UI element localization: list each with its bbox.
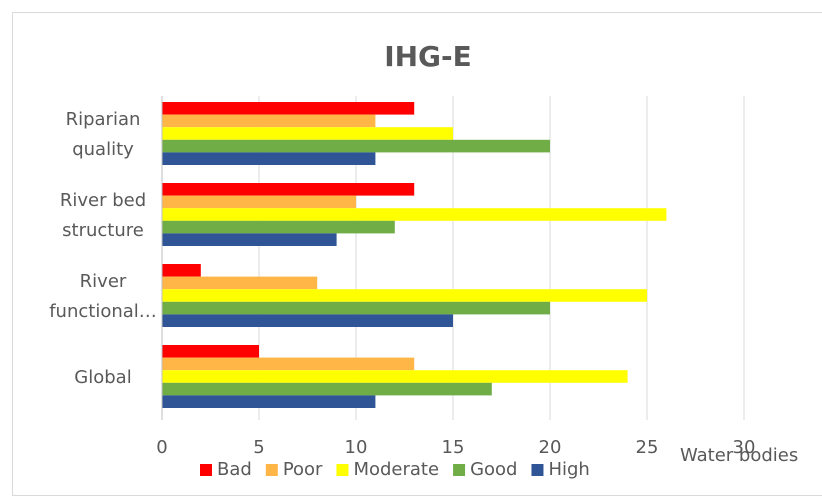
bar: [162, 345, 259, 358]
x-tick-label: 10: [345, 437, 368, 458]
bar: [162, 208, 667, 221]
bar: [162, 139, 550, 153]
legend-label: Bad: [217, 459, 252, 480]
legend-swatch: [200, 464, 212, 476]
bar: [162, 114, 376, 128]
bar: [162, 289, 647, 302]
bar: [162, 314, 453, 327]
chart-frame: [12, 12, 822, 496]
y-tick-label: Riparian quality: [65, 108, 141, 160]
bar: [162, 152, 376, 165]
bar: [162, 195, 356, 209]
legend-swatch: [336, 464, 349, 476]
bar: [162, 183, 415, 196]
bar: [162, 370, 628, 383]
bar: [162, 276, 318, 290]
y-tick-label: Global: [74, 366, 132, 388]
legend-label: Poor: [283, 459, 323, 480]
x-tick-label: 30: [733, 437, 756, 458]
bar: [162, 357, 415, 371]
bar: [162, 127, 453, 140]
legend-swatch: [265, 464, 278, 476]
x-tick-label: 25: [636, 437, 659, 458]
bar: [162, 301, 550, 315]
bar: [162, 395, 376, 408]
legend-swatch: [531, 464, 544, 476]
chart-title: IHG-E: [384, 40, 472, 73]
legend-swatch: [453, 464, 466, 476]
bar: [162, 264, 201, 277]
y-tick-label: River bed structure: [59, 189, 147, 241]
bar: [162, 233, 337, 246]
bar: [162, 220, 395, 234]
y-tick-label: River functional…: [49, 270, 157, 322]
x-axis-label: Water bodies: [680, 445, 798, 466]
x-tick-label: 5: [253, 437, 264, 458]
bar: [162, 102, 415, 115]
x-tick-label: 15: [442, 437, 465, 458]
legend-label: High: [548, 459, 589, 480]
x-tick-label: 20: [539, 437, 562, 458]
bar: [162, 382, 492, 396]
x-tick-label: 0: [156, 437, 167, 458]
legend-label: Good: [470, 459, 517, 480]
legend-label: Moderate: [353, 459, 439, 480]
